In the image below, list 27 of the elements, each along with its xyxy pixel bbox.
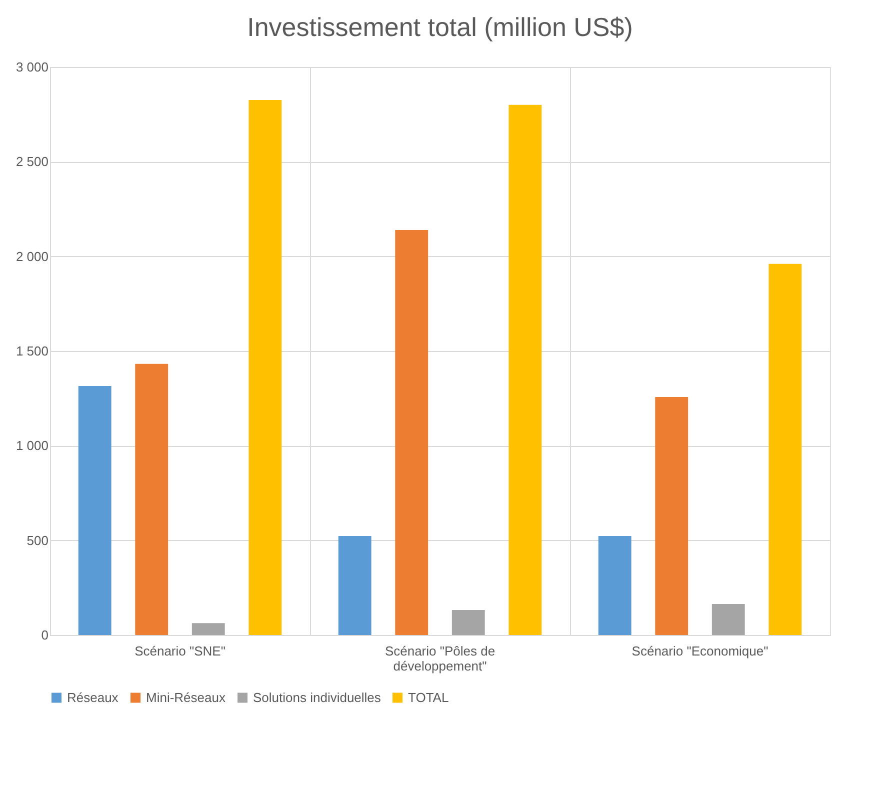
legend-label: Réseaux [67,690,119,705]
legend-label: TOTAL [408,690,449,705]
y-tick-label: 1 000 [16,438,48,454]
bar [248,100,282,635]
bar [395,230,428,635]
x-tick-label: Scénario "Pôles de développement" [384,644,496,674]
legend-label: Solutions individuelles [253,690,382,705]
y-tick-label: 3 000 [16,60,48,74]
bar [338,536,372,635]
bar [768,264,802,635]
chart-title: Investissement total (million US$) [247,12,633,42]
y-tick-label: 0 [41,628,48,642]
y-tick-label: 2 000 [16,248,48,264]
x-tick-label: Scénario "SNE" [134,644,226,658]
y-tick-label: 2 500 [16,154,48,170]
bar [135,364,168,635]
bar [598,536,632,635]
x-tick-label: Scénario "Economique" [632,644,769,658]
y-tick-label: 1 500 [16,344,48,358]
legend-label: Mini-Réseaux [146,690,226,705]
bar [452,610,485,635]
bar [655,397,688,635]
bar [192,623,225,635]
y-tick-label: 500 [26,532,48,548]
bar [508,104,542,635]
bar [712,604,745,635]
bar [78,386,112,635]
